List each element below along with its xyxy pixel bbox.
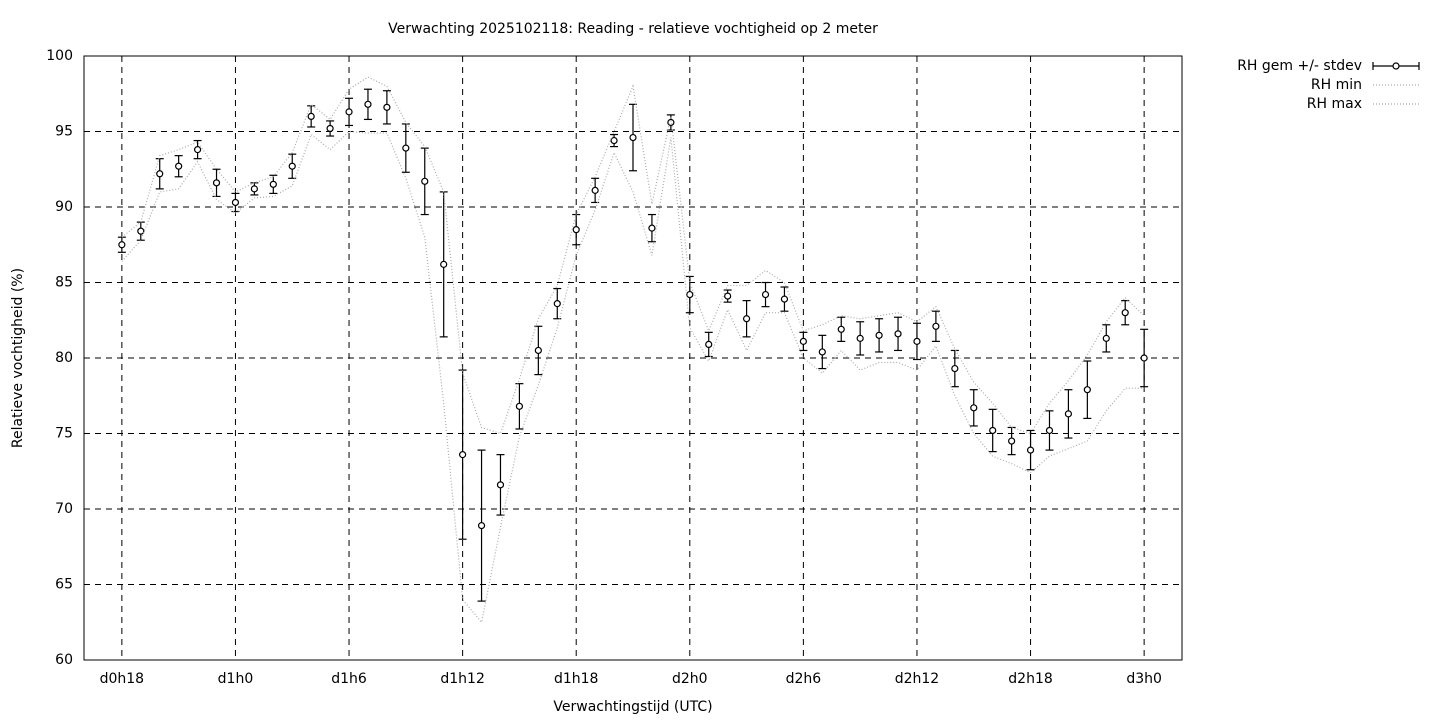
data-point [1140,354,1148,362]
data-point [440,260,448,268]
y-tick-label: 70 [55,501,73,517]
data-point [288,162,296,170]
y-axis-label: Relatieve vochtigheid (%) [10,268,26,448]
x-axis-label: Verwachtingstijd (UTC) [553,699,712,715]
data-point [989,426,997,435]
data-point [250,185,258,193]
data-point [156,170,164,178]
x-tick-label: d1h12 [440,671,484,687]
data-point [705,340,713,349]
x-tick-label: d1h6 [331,671,367,687]
data-point [818,348,826,356]
data-point [118,241,126,249]
data-point [761,290,770,299]
data-point [477,522,486,530]
legend-label: RH min [1311,77,1362,93]
data-point [307,112,315,121]
data-point [345,108,353,116]
data-point [1064,410,1073,418]
y-tick-label: 80 [55,350,73,366]
x-tick-label: d2h12 [895,671,939,687]
data-point [1026,446,1035,454]
y-tick-label: 85 [55,275,73,291]
y-tick-label: 100 [46,48,73,64]
data-point [629,133,637,142]
data-point [591,186,599,194]
data-point [686,290,694,299]
data-point [421,177,429,185]
data-point [326,124,334,133]
y-tick-label: 60 [55,652,73,668]
data-point [648,224,656,232]
data-point [515,402,524,410]
data-point [364,100,372,108]
data-point [1102,334,1110,342]
data-point [780,295,789,303]
y-tick-label: 65 [55,577,73,593]
data-point [402,144,410,152]
x-tick-label: d2h0 [672,671,708,687]
data-point [932,322,940,330]
data-point [534,346,542,355]
data-point [231,198,240,207]
data-point [951,364,959,373]
x-tick-label: d3h0 [1126,671,1162,687]
data-point [1008,437,1016,445]
x-tick-label: d1h18 [554,671,598,687]
y-tick-label: 90 [55,199,73,215]
range-line [121,130,1145,624]
data-point [137,227,145,235]
legend-swatch [1392,62,1400,70]
data-point [269,180,277,188]
data-point [799,337,807,345]
plot-frame [83,55,1183,661]
data-point [212,179,221,187]
data-point [553,300,561,308]
data-point [724,292,732,300]
x-tick-label: d1h0 [218,671,254,687]
legend-label: RH gem +/- stdev [1237,58,1362,74]
chart-title: Verwachting 2025102118: Reading - relati… [388,21,878,37]
data-point [970,404,978,412]
data-point [837,325,845,333]
data-point [610,136,618,145]
legend-label: RH max [1307,96,1362,112]
data-point [1045,426,1054,435]
data-point [459,451,467,459]
data-point [193,146,202,154]
data-point [1083,386,1091,394]
data-point [875,331,883,339]
data-point [856,334,864,342]
y-tick-label: 95 [55,124,73,140]
data-point [913,337,921,345]
y-tick-label: 75 [55,426,73,442]
data-point [894,330,902,338]
range-line [121,76,1145,435]
x-tick-label: d2h6 [786,671,822,687]
x-tick-label: d2h18 [1008,671,1052,687]
data-point [175,162,183,170]
data-point [572,226,580,234]
data-point [1121,309,1129,317]
x-tick-label: d0h18 [100,671,144,687]
data-point [742,315,751,323]
data-point [383,103,391,111]
data-point [496,481,505,489]
